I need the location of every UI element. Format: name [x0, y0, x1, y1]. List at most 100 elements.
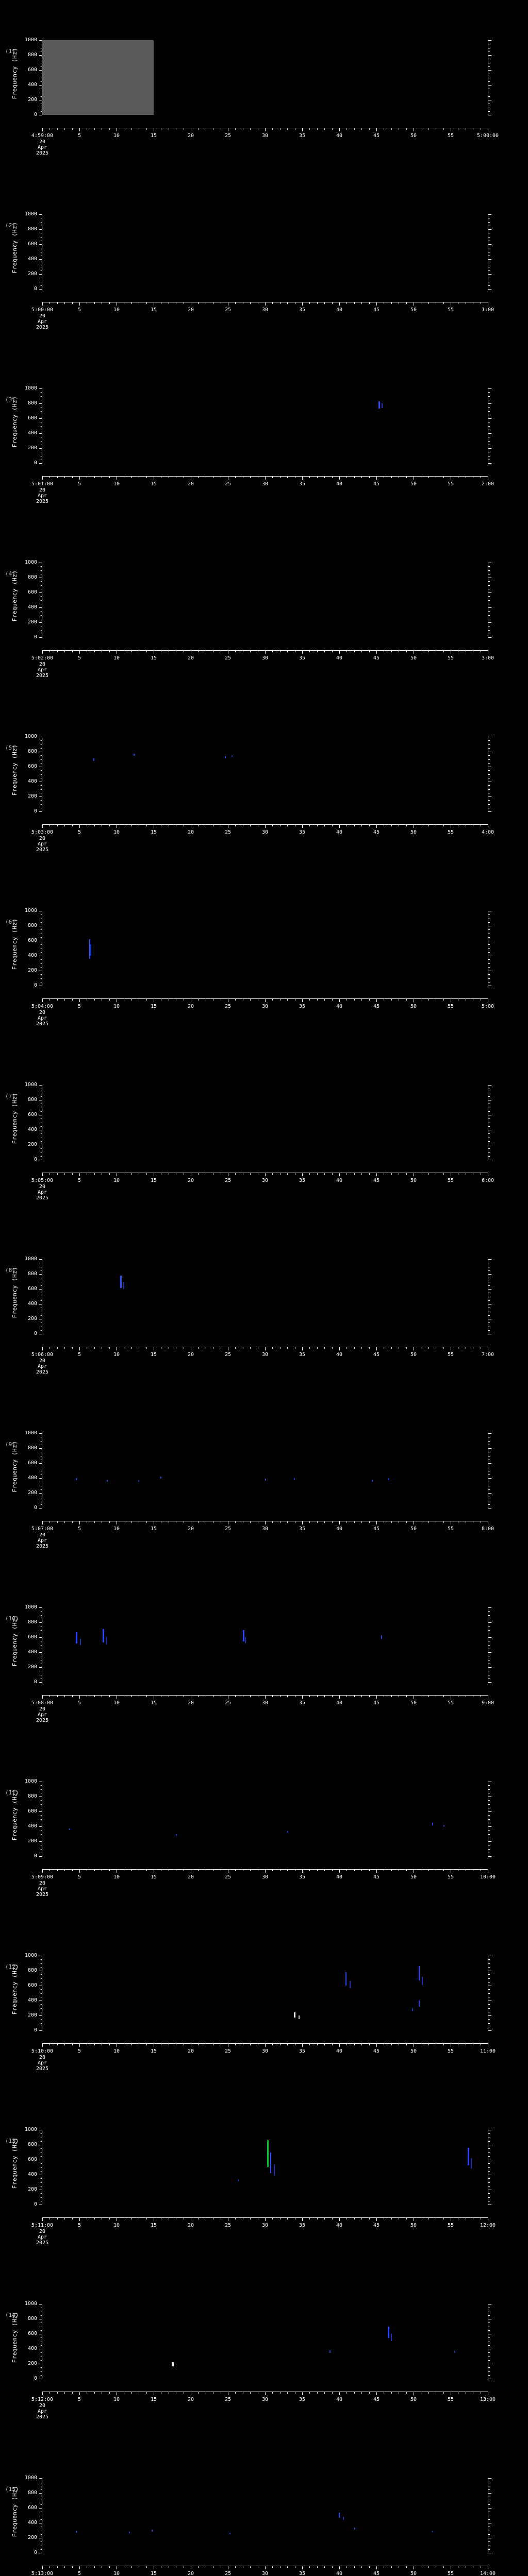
y-tick [41, 1504, 42, 1505]
y-tick [39, 607, 42, 608]
signal-mark [345, 1972, 346, 1986]
x-tick-label: 35 [299, 829, 306, 835]
x-tick [361, 2218, 362, 2219]
y-tick [488, 774, 490, 775]
x-tick [235, 1173, 236, 1175]
x-tick [72, 477, 73, 478]
y-tick-marks-right [488, 737, 492, 812]
x-tick [235, 1347, 236, 1349]
y-tick-label: 600 [27, 938, 37, 943]
plot-area [42, 1782, 488, 1856]
y-tick-label: 1000 [24, 2127, 37, 2132]
y-tick [41, 1440, 42, 1442]
y-tick [41, 1285, 42, 1286]
x-tick [428, 302, 429, 304]
y-tick [488, 1841, 491, 1842]
x-tick [324, 302, 325, 304]
y-tick [41, 2185, 42, 2187]
y-tick [488, 2141, 490, 2142]
x-tick [354, 999, 355, 1001]
x-tick-label: 25 [224, 133, 232, 139]
x-tick [354, 1696, 355, 1697]
plot-area [42, 2304, 488, 2379]
y-tick-marks-right [488, 2130, 492, 2205]
x-tick [72, 1347, 73, 1349]
signal-mark [390, 2334, 392, 2341]
y-tick [488, 2315, 490, 2316]
date-line: 20 [39, 836, 46, 841]
x-tick [42, 2392, 43, 2395]
y-tick-label: 600 [27, 1286, 37, 1292]
y-tick [39, 1826, 42, 1827]
x-tick-label-end: 12:00 [480, 2223, 496, 2228]
x-tick [109, 2218, 110, 2219]
signal-mark [287, 1831, 289, 1833]
y-tick [41, 1111, 42, 1112]
y-tick-label: 0 [34, 1853, 37, 1859]
x-tick [109, 1696, 110, 1697]
y-tick [41, 774, 42, 775]
date-line: 2025 [36, 1718, 49, 1723]
x-tick [272, 477, 273, 478]
x-tick-label: 15 [150, 655, 157, 661]
x-tick [109, 302, 110, 304]
signal-mark [387, 2326, 389, 2338]
x-tick [317, 1521, 318, 1523]
y-tick-marks [39, 1433, 42, 1509]
y-tick [41, 2004, 42, 2005]
y-tick [41, 581, 42, 582]
y-tick [41, 2182, 42, 2183]
x-tick [79, 1347, 80, 1350]
signal-mark [432, 2530, 433, 2532]
y-tick [41, 2489, 42, 2490]
y-tick [41, 1830, 42, 1831]
y-tick-label: 400 [27, 1475, 37, 1481]
signal-mark [245, 1637, 246, 1643]
x-tick [57, 2218, 58, 2219]
x-tick [198, 2044, 199, 2045]
x-tick-label: 5 [77, 1004, 81, 1009]
x-tick-marks [42, 1173, 488, 1177]
y-tick [488, 244, 491, 245]
plot-area [42, 1085, 488, 1160]
x-tick [391, 2566, 392, 2568]
x-tick [94, 2218, 95, 2219]
y-tick [488, 1156, 490, 1157]
y-tick [488, 388, 491, 389]
x-tick [406, 2218, 407, 2219]
y-tick-labels: 0 200 400 600 800 1000 [15, 1256, 37, 1336]
x-tick [265, 651, 266, 654]
x-tick-label: 35 [299, 655, 306, 661]
x-tick [72, 2566, 73, 2568]
y-tick [41, 785, 42, 786]
signal-mark [75, 2530, 77, 2533]
x-axis-line [42, 476, 488, 477]
x-tick [346, 1521, 348, 1523]
x-tick [265, 1870, 266, 1873]
x-tick [250, 1521, 251, 1523]
y-tick [39, 592, 42, 593]
y-tick-label: 600 [27, 1112, 37, 1117]
signal-mark [381, 1635, 382, 1639]
x-tick-label-end: 10:00 [480, 1874, 496, 1880]
y-tick [41, 1789, 42, 1790]
y-tick [488, 411, 490, 412]
y-tick [39, 463, 42, 464]
x-tick-label-start: 5:10:00 [31, 2048, 54, 2054]
y-tick [488, 585, 490, 586]
x-tick [302, 1347, 303, 1350]
signal-mark [171, 2362, 174, 2367]
x-tick [198, 1173, 199, 1175]
x-tick-label: 40 [336, 1004, 343, 1009]
y-tick [39, 259, 42, 260]
x-tick [332, 1173, 333, 1175]
x-tick-label: 55 [447, 133, 454, 139]
x-tick [428, 477, 429, 478]
x-tick [317, 1870, 318, 1871]
x-tick [443, 302, 444, 304]
x-tick [64, 128, 65, 130]
y-tick-label: 600 [27, 1460, 37, 1466]
y-tick [488, 800, 490, 801]
plot-area [42, 1433, 488, 1508]
y-tick [488, 1289, 491, 1290]
